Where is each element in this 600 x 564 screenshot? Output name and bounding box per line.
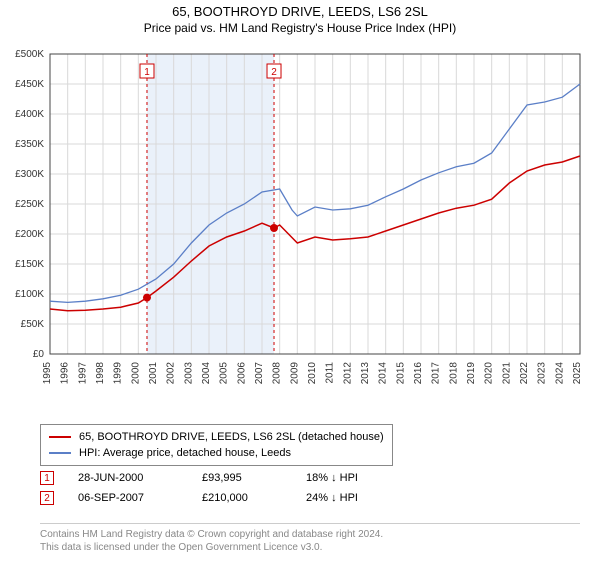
sale-diff: 24% ↓ HPI <box>306 492 396 504</box>
sale-row: 1 28-JUN-2000 £93,995 18% ↓ HPI <box>40 468 396 488</box>
svg-text:2014: 2014 <box>378 362 389 385</box>
svg-text:2006: 2006 <box>236 362 247 385</box>
svg-text:2003: 2003 <box>183 362 194 385</box>
svg-text:£150K: £150K <box>15 259 44 270</box>
chart-area: £0 £50K £100K £150K £200K £250K £300K £350K £400… <box>0 46 600 416</box>
svg-text:2008: 2008 <box>272 362 283 385</box>
svg-text:1996: 1996 <box>60 362 71 385</box>
legend-swatch <box>49 436 71 438</box>
svg-text:2022: 2022 <box>519 362 530 385</box>
svg-text:2002: 2002 <box>166 362 177 385</box>
sale-row: 2 06-SEP-2007 £210,000 24% ↓ HPI <box>40 488 396 508</box>
sale-date: 06-SEP-2007 <box>78 492 178 504</box>
sale-badge: 2 <box>40 491 54 505</box>
svg-text:£200K: £200K <box>15 229 44 240</box>
svg-text:2009: 2009 <box>289 362 300 385</box>
svg-text:2005: 2005 <box>219 362 230 385</box>
price-chart: £0 £50K £100K £150K £200K £250K £300K £350K £400… <box>0 46 600 416</box>
svg-text:2004: 2004 <box>201 362 212 385</box>
page-subtitle: Price paid vs. HM Land Registry's House … <box>0 21 600 35</box>
footer-line-2: This data is licensed under the Open Gov… <box>40 541 580 554</box>
svg-text:2016: 2016 <box>413 362 424 385</box>
sale-badge: 1 <box>40 471 54 485</box>
svg-text:2021: 2021 <box>501 362 512 385</box>
sale-price: £210,000 <box>202 492 282 504</box>
legend-swatch <box>49 452 71 454</box>
sale-price: £93,995 <box>202 472 282 484</box>
svg-text:1995: 1995 <box>42 362 53 385</box>
legend-label: HPI: Average price, detached house, Leed… <box>79 447 291 459</box>
svg-text:2018: 2018 <box>448 362 459 385</box>
sales-table: 1 28-JUN-2000 £93,995 18% ↓ HPI 2 06-SEP-2007… <box>40 468 396 508</box>
svg-text:£0: £0 <box>33 349 45 360</box>
svg-text:1997: 1997 <box>77 362 88 385</box>
svg-text:2025: 2025 <box>572 362 583 385</box>
svg-text:£250K: £250K <box>15 199 44 210</box>
svg-text:2017: 2017 <box>431 362 442 385</box>
svg-text:2023: 2023 <box>537 362 548 385</box>
svg-text:£500K: £500K <box>15 49 44 60</box>
svg-text:2015: 2015 <box>395 362 406 385</box>
svg-text:2019: 2019 <box>466 362 477 385</box>
footer: Contains HM Land Registry data © Crown c… <box>40 523 580 554</box>
legend: 65, BOOTHROYD DRIVE, LEEDS, LS6 2SL (det… <box>40 424 393 466</box>
svg-text:£450K: £450K <box>15 79 44 90</box>
svg-text:2020: 2020 <box>484 362 495 385</box>
sale-diff: 18% ↓ HPI <box>306 472 396 484</box>
legend-row: HPI: Average price, detached house, Leed… <box>49 445 384 461</box>
svg-text:£350K: £350K <box>15 139 44 150</box>
svg-text:2013: 2013 <box>360 362 371 385</box>
page-title: 65, BOOTHROYD DRIVE, LEEDS, LS6 2SL <box>0 4 600 19</box>
svg-text:2024: 2024 <box>554 362 565 385</box>
svg-text:£50K: £50K <box>21 319 45 330</box>
svg-text:2011: 2011 <box>325 362 336 384</box>
svg-text:£400K: £400K <box>15 109 44 120</box>
svg-text:2000: 2000 <box>130 362 141 385</box>
svg-text:£300K: £300K <box>15 169 44 180</box>
footer-line-1: Contains HM Land Registry data © Crown c… <box>40 528 580 541</box>
svg-text:1998: 1998 <box>95 362 106 385</box>
svg-text:1999: 1999 <box>113 362 124 385</box>
svg-text:2001: 2001 <box>148 362 159 385</box>
legend-row: 65, BOOTHROYD DRIVE, LEEDS, LS6 2SL (det… <box>49 429 384 445</box>
svg-text:1: 1 <box>144 67 150 78</box>
svg-text:2012: 2012 <box>342 362 353 385</box>
sale-date: 28-JUN-2000 <box>78 472 178 484</box>
svg-text:2010: 2010 <box>307 362 318 385</box>
legend-label: 65, BOOTHROYD DRIVE, LEEDS, LS6 2SL (det… <box>79 431 384 443</box>
svg-text:2: 2 <box>271 67 277 78</box>
svg-text:2007: 2007 <box>254 362 265 385</box>
svg-text:£100K: £100K <box>15 289 44 300</box>
